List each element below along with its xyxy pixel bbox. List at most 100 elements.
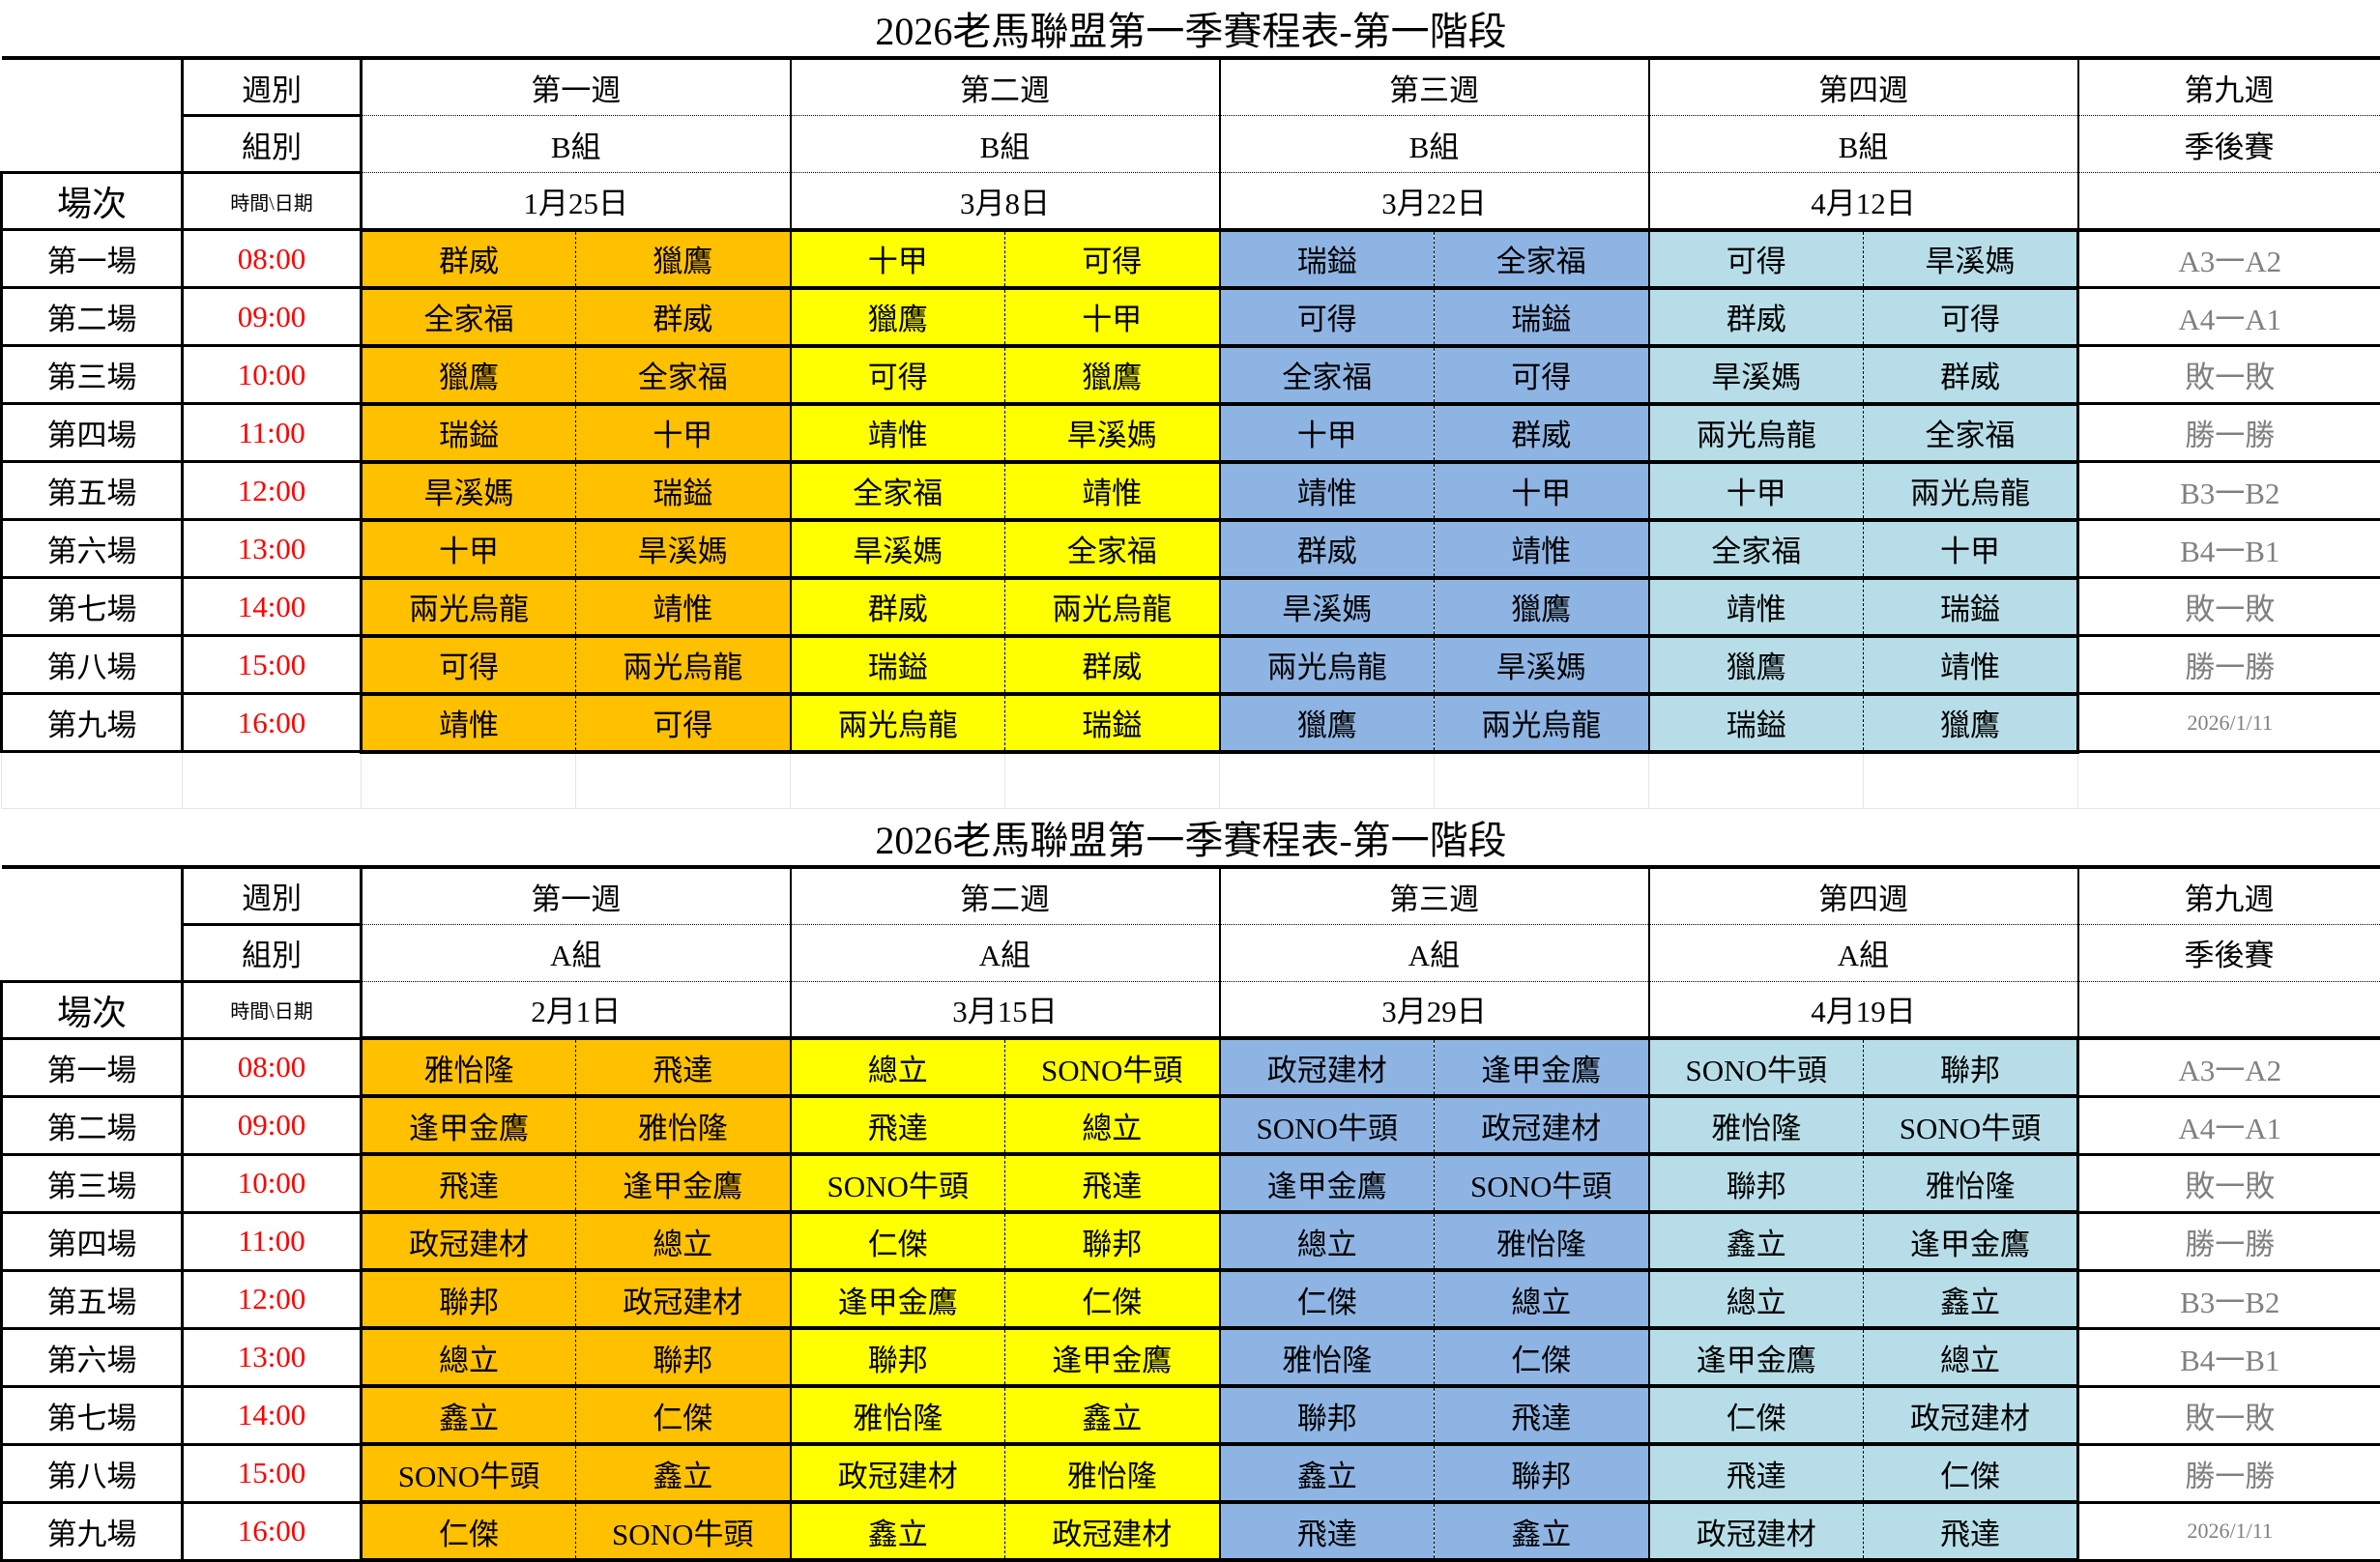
- home-team[interactable]: 獵鷹: [1649, 636, 1864, 694]
- home-team[interactable]: 群威: [362, 230, 576, 288]
- away-team[interactable]: 十甲: [1864, 520, 2078, 578]
- week-header[interactable]: 第九週: [2078, 867, 2380, 925]
- away-team[interactable]: 兩光烏龍: [1435, 694, 1649, 752]
- week-header[interactable]: 第二週: [791, 867, 1220, 925]
- group-header[interactable]: A組: [791, 924, 1220, 981]
- away-team[interactable]: 飛達: [1864, 1502, 2078, 1560]
- home-team[interactable]: 聯邦: [1220, 1386, 1435, 1444]
- empty-cell[interactable]: [1649, 752, 1864, 809]
- date-header[interactable]: 3月22日: [1220, 173, 1649, 230]
- home-team[interactable]: 群威: [791, 578, 1005, 636]
- date-header[interactable]: [2078, 173, 2380, 230]
- playoff-match[interactable]: 勝一勝: [2078, 404, 2380, 462]
- match-number[interactable]: 第二場: [2, 288, 183, 346]
- home-team[interactable]: 聯邦: [362, 1270, 576, 1328]
- playoff-match[interactable]: 勝一勝: [2078, 1212, 2380, 1270]
- playoff-match[interactable]: 敗一敗: [2078, 1154, 2380, 1212]
- away-team[interactable]: 十甲: [1435, 462, 1649, 520]
- home-team[interactable]: 旱溪媽: [362, 462, 576, 520]
- match-number[interactable]: 第七場: [2, 578, 183, 636]
- home-team[interactable]: 靖惟: [791, 404, 1005, 462]
- home-team[interactable]: 可得: [1649, 230, 1864, 288]
- away-team[interactable]: 群威: [1005, 636, 1220, 694]
- away-team[interactable]: 靖惟: [1864, 636, 2078, 694]
- playoff-match[interactable]: 敗一敗: [2078, 346, 2380, 404]
- empty-cell[interactable]: [1864, 752, 2078, 809]
- match-number[interactable]: 第九場: [2, 1502, 183, 1560]
- empty-cell[interactable]: [1435, 752, 1649, 809]
- away-team[interactable]: 逢甲金鷹: [1005, 1328, 1220, 1386]
- group-header[interactable]: B組: [1220, 116, 1649, 173]
- home-team[interactable]: 總立: [1649, 1270, 1864, 1328]
- home-team[interactable]: 十甲: [362, 520, 576, 578]
- playoff-match[interactable]: 敗一敗: [2078, 578, 2380, 636]
- home-team[interactable]: 瑞鎰: [362, 404, 576, 462]
- home-team[interactable]: SONO牛頭: [1649, 1038, 1864, 1096]
- playoff-match[interactable]: B3一B2: [2078, 462, 2380, 520]
- match-time[interactable]: 15:00: [183, 636, 362, 694]
- week-header[interactable]: 第一週: [362, 867, 791, 925]
- away-team[interactable]: 獵鷹: [1005, 346, 1220, 404]
- date-header[interactable]: 2月1日: [362, 981, 791, 1038]
- playoff-match[interactable]: 2026/1/11: [2078, 1502, 2380, 1560]
- match-number[interactable]: 第四場: [2, 1212, 183, 1270]
- away-team[interactable]: 鑫立: [1435, 1502, 1649, 1560]
- match-time[interactable]: 10:00: [183, 346, 362, 404]
- home-team[interactable]: 逢甲金鷹: [362, 1096, 576, 1154]
- away-team[interactable]: 總立: [1864, 1328, 2078, 1386]
- away-team[interactable]: 獵鷹: [1864, 694, 2078, 752]
- away-team[interactable]: 兩光烏龍: [576, 636, 791, 694]
- home-team[interactable]: SONO牛頭: [1220, 1096, 1435, 1154]
- away-team[interactable]: 總立: [576, 1212, 791, 1270]
- home-team[interactable]: 逢甲金鷹: [1649, 1328, 1864, 1386]
- away-team[interactable]: 總立: [1435, 1270, 1649, 1328]
- match-time[interactable]: 14:00: [183, 1386, 362, 1444]
- match-time[interactable]: 15:00: [183, 1444, 362, 1502]
- match-number[interactable]: 第五場: [2, 462, 183, 520]
- week-header[interactable]: 第九週: [2078, 58, 2380, 116]
- match-number[interactable]: 第八場: [2, 636, 183, 694]
- away-team[interactable]: 十甲: [1005, 288, 1220, 346]
- home-team[interactable]: 雅怡隆: [791, 1386, 1005, 1444]
- match-time[interactable]: 10:00: [183, 1154, 362, 1212]
- home-team[interactable]: 群威: [1649, 288, 1864, 346]
- away-team[interactable]: 全家福: [1864, 404, 2078, 462]
- home-team[interactable]: 政冠建材: [362, 1212, 576, 1270]
- match-number[interactable]: 第八場: [2, 1444, 183, 1502]
- date-header[interactable]: 3月8日: [791, 173, 1220, 230]
- away-team[interactable]: 可得: [1435, 346, 1649, 404]
- home-team[interactable]: 總立: [1220, 1212, 1435, 1270]
- away-team[interactable]: 群威: [1864, 346, 2078, 404]
- home-team[interactable]: 飛達: [1649, 1444, 1864, 1502]
- home-team[interactable]: 旱溪媽: [1220, 578, 1435, 636]
- date-header[interactable]: 4月12日: [1649, 173, 2078, 230]
- date-header[interactable]: 3月15日: [791, 981, 1220, 1038]
- away-team[interactable]: 靖惟: [576, 578, 791, 636]
- time-date-label[interactable]: 時間\日期: [183, 173, 362, 230]
- empty-cell[interactable]: [1220, 752, 1435, 809]
- away-team[interactable]: 旱溪媽: [576, 520, 791, 578]
- date-header[interactable]: 3月29日: [1220, 981, 1649, 1038]
- group-label[interactable]: 組別: [183, 116, 362, 173]
- home-team[interactable]: 鑫立: [1220, 1444, 1435, 1502]
- away-team[interactable]: 總立: [1005, 1096, 1220, 1154]
- away-team[interactable]: 全家福: [576, 346, 791, 404]
- playoff-match[interactable]: A3一A2: [2078, 1038, 2380, 1096]
- home-team[interactable]: 群威: [1220, 520, 1435, 578]
- home-team[interactable]: 仁傑: [1649, 1386, 1864, 1444]
- home-team[interactable]: 逢甲金鷹: [791, 1270, 1005, 1328]
- sheet-title[interactable]: 2026老馬聯盟第一季賽程表-第一階段: [2, 809, 2380, 867]
- home-team[interactable]: 十甲: [791, 230, 1005, 288]
- away-team[interactable]: 仁傑: [576, 1386, 791, 1444]
- away-team[interactable]: SONO牛頭: [1435, 1154, 1649, 1212]
- match-time[interactable]: 13:00: [183, 520, 362, 578]
- empty-cell[interactable]: [576, 752, 791, 809]
- home-team[interactable]: 鑫立: [362, 1386, 576, 1444]
- group-label[interactable]: 組別: [183, 924, 362, 981]
- match-number[interactable]: 第一場: [2, 230, 183, 288]
- group-header[interactable]: B組: [791, 116, 1220, 173]
- home-team[interactable]: 靖惟: [362, 694, 576, 752]
- match-time[interactable]: 11:00: [183, 404, 362, 462]
- away-team[interactable]: 靖惟: [1005, 462, 1220, 520]
- away-team[interactable]: 旱溪媽: [1864, 230, 2078, 288]
